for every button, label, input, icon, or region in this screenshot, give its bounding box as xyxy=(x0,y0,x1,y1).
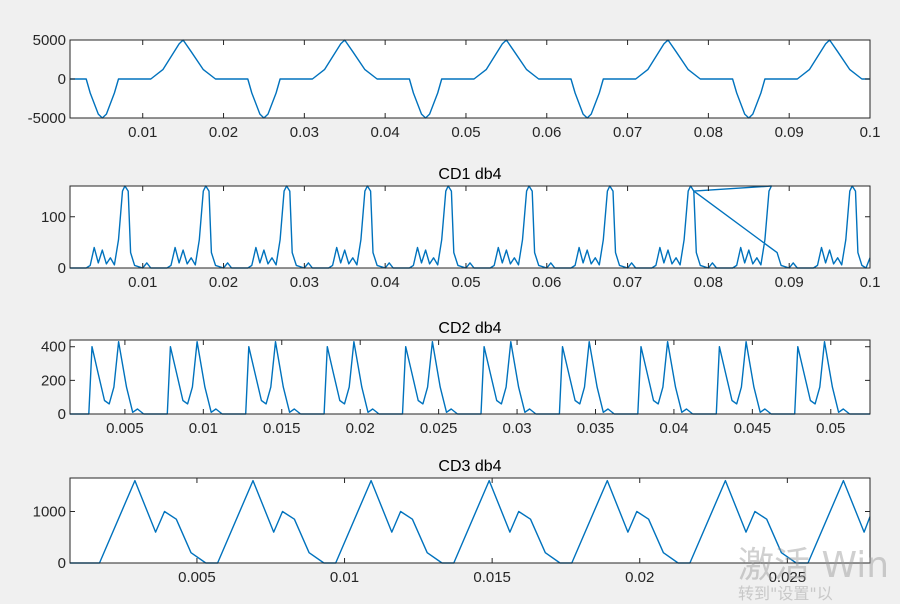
plot-area xyxy=(70,186,870,268)
x-tick-label: 0.1 xyxy=(860,274,881,291)
series-line xyxy=(70,185,871,269)
y-tick-label: 5000 xyxy=(33,32,66,49)
x-tick-label: 0.01 xyxy=(128,124,157,141)
x-tick-label: 0.025 xyxy=(420,420,458,437)
x-tick-label: 0.09 xyxy=(775,124,804,141)
subplot-2: 0.01 0.02 0.03 0.04 0.05 0.06 0.07 0.08 0.09 0.1 1… xyxy=(41,166,880,291)
x-tick-label: 0.01 xyxy=(128,274,157,291)
x-tick-label: 0.08 xyxy=(694,274,723,291)
y-tick-label: 0 xyxy=(58,71,66,88)
x-tick-label: 0.005 xyxy=(178,569,216,586)
x-tick-label: 0.035 xyxy=(577,420,615,437)
x-tick-label: 0.06 xyxy=(532,124,561,141)
y-tick-label: 200 xyxy=(41,372,66,389)
x-tick-label: 0.05 xyxy=(451,124,480,141)
subplot-title: CD1 db4 xyxy=(438,166,501,183)
axes-box xyxy=(69,477,871,564)
x-tick-label: 0.1 xyxy=(860,124,881,141)
x-tick-label: 0.06 xyxy=(532,274,561,291)
x-tick-label: 0.02 xyxy=(209,274,238,291)
series-line xyxy=(70,479,871,564)
subplot-3: 0.005 0.01 0.015 0.02 0.025 0.03 0.035 0.04 0.04… xyxy=(41,320,871,437)
y-tick-label: 400 xyxy=(41,339,66,356)
x-tick-label: 0.01 xyxy=(330,569,359,586)
x-tick-label: 0.02 xyxy=(625,569,654,586)
series-line xyxy=(70,39,870,119)
x-tick-label: 0.07 xyxy=(613,274,642,291)
x-tick-label: 0.03 xyxy=(290,124,319,141)
x-tick-label: 0.04 xyxy=(371,124,400,141)
x-tick-label: 0.015 xyxy=(263,420,301,437)
subplot-4: 0.005 0.01 0.015 0.02 0.025 1000 0 CD3 db4 xyxy=(33,458,871,586)
x-tick-label: 0.04 xyxy=(371,274,400,291)
y-tick-label: 1000 xyxy=(33,503,66,520)
y-tick-label: -5000 xyxy=(28,110,66,127)
subplot-1: 0.01 0.02 0.03 0.04 0.05 0.06 0.07 0.08 0.09 0.1 5… xyxy=(28,32,881,141)
x-tick-label: 0.01 xyxy=(189,420,218,437)
x-tick-label: 0.025 xyxy=(769,569,807,586)
y-tick-label: 0 xyxy=(58,406,66,423)
y-tick-label: 0 xyxy=(58,260,66,277)
x-tick-label: 0.02 xyxy=(209,124,238,141)
activation-watermark: 激活 Win xyxy=(738,545,890,586)
x-tick-label: 0.015 xyxy=(473,569,511,586)
y-tick-label: 0 xyxy=(58,555,66,572)
x-tick-label: 0.02 xyxy=(346,420,375,437)
x-tick-label: 0.04 xyxy=(659,420,688,437)
x-tick-label: 0.08 xyxy=(694,124,723,141)
x-tick-label: 0.03 xyxy=(290,274,319,291)
x-tick-label: 0.005 xyxy=(106,420,144,437)
x-tick-label: 0.05 xyxy=(451,274,480,291)
axes-box xyxy=(69,185,871,269)
x-tick-label: 0.09 xyxy=(775,274,804,291)
subplot-title: CD2 db4 xyxy=(438,320,501,337)
x-tick-label: 0.045 xyxy=(734,420,772,437)
activation-watermark-sub: 转到"设置"以 xyxy=(738,584,833,603)
axes-box xyxy=(69,339,871,415)
x-tick-label: 0.07 xyxy=(613,124,642,141)
plot-area xyxy=(70,340,870,414)
x-tick-label: 0.05 xyxy=(816,420,845,437)
x-tick-label: 0.03 xyxy=(502,420,531,437)
subplot-title: CD3 db4 xyxy=(438,458,501,475)
plot-area xyxy=(70,478,870,563)
y-tick-label: 100 xyxy=(41,209,66,226)
